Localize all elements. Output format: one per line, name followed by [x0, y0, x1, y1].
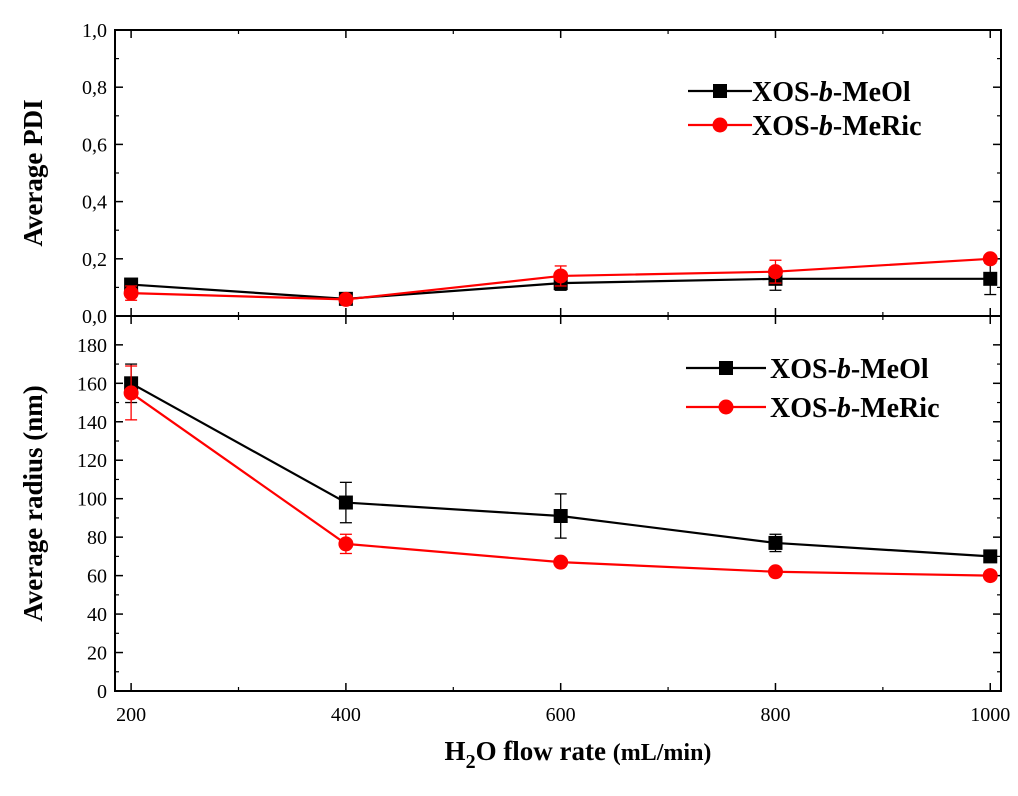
y-tick-label: 0,8 [82, 77, 107, 99]
data-point [982, 251, 998, 267]
radius-y-axis-title: Average radius (nm) [18, 385, 48, 621]
legend-label: XOS-b-MeOl [770, 354, 929, 385]
y-tick-label: 0,0 [82, 306, 107, 328]
y-tick-label: 0,2 [82, 249, 107, 271]
pdi-y-axis-title: Average PDI [18, 99, 48, 246]
x-tick-label: 200 [116, 704, 146, 726]
y-tick-label: 120 [77, 450, 107, 472]
data-point [338, 291, 354, 307]
y-tick-label: 80 [87, 527, 107, 549]
y-tick-label: 0,4 [82, 192, 107, 214]
x-axis-title: H2O flow rate (mL/min) [445, 736, 712, 773]
x-tick-label: 600 [546, 704, 576, 726]
y-tick-label: 180 [77, 335, 107, 357]
legend-marker [719, 361, 733, 375]
y-tick-label: 140 [77, 412, 107, 434]
data-point [553, 554, 569, 570]
radius-plot-frame [114, 315, 1002, 692]
data-point [767, 264, 783, 280]
data-point [553, 509, 568, 523]
x-tick-label: 800 [760, 704, 790, 726]
legend-marker [712, 117, 728, 133]
pdi-panel: 0,0 0,2 0,4 0,6 0,8 1,0 Average PDI XOS-b-MeOlX… [18, 20, 1002, 328]
x-tick-label: 1000 [970, 704, 1010, 726]
data-point [982, 568, 998, 584]
legend-label: XOS-b-MeRic [752, 111, 922, 142]
data-point [123, 285, 139, 301]
data-point [338, 536, 354, 552]
legend-marker [718, 399, 734, 415]
y-tick-label: 40 [87, 604, 107, 626]
y-tick-label: 0,6 [82, 134, 107, 156]
y-tick-label: 160 [77, 373, 107, 395]
y-tick-label: 100 [77, 489, 107, 511]
radius-panel: 0 20 40 60 80 100 120 140 160 180 200 400 600 800 1000… [18, 315, 1010, 726]
legend-label: XOS-b-MeRic [770, 393, 940, 424]
legend-label: XOS-b-MeOl [752, 77, 911, 108]
data-point [123, 385, 139, 401]
x-axis-title-text: H2O flow rate (mL/min) [445, 736, 712, 773]
data-point [983, 271, 998, 286]
y-tick-label: 20 [87, 643, 107, 665]
data-point [338, 495, 353, 510]
x-tick-label: 400 [331, 704, 361, 726]
series-XOS-b-MeRic [123, 365, 998, 584]
data-point [767, 564, 783, 580]
y-tick-label: 1,0 [82, 20, 107, 42]
y-tick-label: 0 [97, 681, 107, 703]
radius-legend: XOS-b-MeOl XOS-b-MeRic [686, 354, 940, 424]
y-tick-label: 60 [87, 566, 107, 588]
data-point [983, 549, 998, 564]
series-XOS-b-MeRic [123, 251, 998, 307]
data-point [553, 268, 569, 284]
data-point [768, 535, 783, 550]
legend-marker [713, 84, 727, 98]
